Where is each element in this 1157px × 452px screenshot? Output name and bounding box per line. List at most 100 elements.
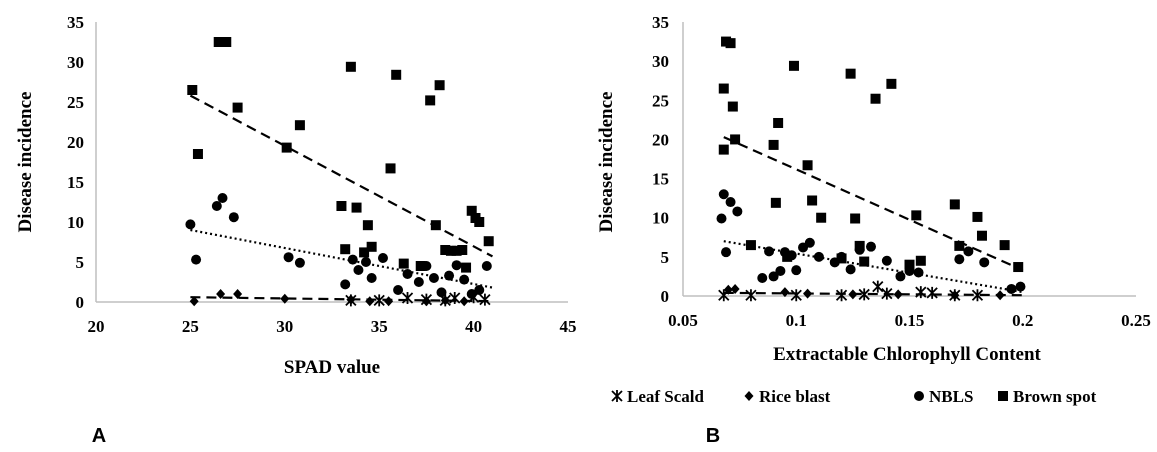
point-leaf-scald <box>858 288 870 301</box>
point-leaf-scald <box>926 286 938 299</box>
point-nbls <box>360 257 371 267</box>
point-leaf-scald <box>373 294 385 307</box>
point-nbls <box>804 237 815 248</box>
point-brown-spot <box>466 205 477 216</box>
point-nbls <box>721 247 732 258</box>
point-leaf-scald <box>420 293 433 306</box>
point-nbls <box>353 265 364 275</box>
point-rice-blast <box>730 283 740 294</box>
point-nbls <box>366 273 377 283</box>
point-brown-spot <box>474 217 485 227</box>
point-nbls <box>881 255 892 266</box>
point-leaf-scald <box>401 292 414 304</box>
point-brown-spot <box>281 142 292 153</box>
point-rice-blast <box>995 290 1005 301</box>
x-tick-labels: 20 25 30 35 40 45 <box>88 317 577 336</box>
point-brown-spot <box>187 85 198 95</box>
y-tick-label: 30 <box>652 52 669 71</box>
point-brown-spot <box>727 101 738 112</box>
point-leaf-scald <box>872 280 884 293</box>
point-nbls <box>764 246 775 257</box>
y-tick-label: 25 <box>67 93 84 112</box>
point-brown-spot <box>366 241 377 252</box>
legend-item-brown-spot: Brown spot <box>998 387 1097 406</box>
point-leaf-scald <box>745 289 757 302</box>
point-brown-spot <box>870 93 881 104</box>
y-tick-labels: 0 5 10 15 20 25 30 35 <box>652 13 669 306</box>
point-brown-spot <box>351 202 362 213</box>
point-rice-blast <box>189 296 199 307</box>
data-points <box>185 37 494 307</box>
point-brown-spot <box>745 240 756 251</box>
point-brown-spot <box>788 60 799 71</box>
point-rice-blast <box>780 287 790 298</box>
point-leaf-scald <box>915 286 927 299</box>
point-brown-spot <box>232 102 243 113</box>
legend-label-rice-blast: Rice blast <box>759 387 831 406</box>
y-tick-label: 20 <box>652 130 669 149</box>
legend-label-brown-spot: Brown spot <box>1013 387 1097 406</box>
point-nbls <box>191 254 202 265</box>
trendlines <box>189 94 493 303</box>
point-nbls <box>854 244 865 255</box>
point-leaf-scald <box>467 291 480 304</box>
y-tick-label: 15 <box>652 170 669 189</box>
point-rice-blast <box>365 296 375 307</box>
point-brown-spot <box>807 195 818 206</box>
point-brown-spot <box>385 163 396 174</box>
point-nbls <box>393 285 404 295</box>
point-brown-spot <box>430 220 441 231</box>
point-brown-spot <box>483 236 494 247</box>
point-nbls <box>768 271 779 282</box>
point-brown-spot <box>340 244 351 255</box>
point-nbls <box>895 271 906 282</box>
y-axis-label: Disease incidence <box>596 92 617 233</box>
point-nbls <box>732 206 743 217</box>
point-brown-spot <box>768 139 779 150</box>
point-brown-spot <box>730 134 741 145</box>
panel-label-b: B <box>706 425 720 447</box>
point-brown-spot <box>445 245 456 256</box>
legend-marker-circle <box>914 391 924 401</box>
point-brown-spot <box>718 83 729 94</box>
point-leaf-scald <box>971 289 984 302</box>
y-tick-label: 10 <box>67 213 84 232</box>
point-nbls <box>436 287 447 298</box>
point-nbls <box>845 264 856 275</box>
point-brown-spot <box>398 258 409 269</box>
x-tick-label: 25 <box>182 317 199 336</box>
point-rice-blast <box>459 296 469 307</box>
point-brown-spot <box>451 245 462 256</box>
point-brown-spot <box>440 245 451 255</box>
x-tick-label: 0.25 <box>1121 311 1151 330</box>
point-nbls <box>904 265 915 276</box>
point-brown-spot <box>425 95 436 106</box>
legend-marker-asterisk <box>611 390 623 402</box>
point-brown-spot <box>904 259 915 270</box>
x-tick-label: 0.05 <box>668 311 698 330</box>
y-tick-label: 30 <box>67 53 84 72</box>
point-brown-spot <box>911 210 922 221</box>
point-brown-spot <box>972 211 983 222</box>
point-brown-spot <box>294 120 305 131</box>
point-nbls <box>402 269 413 279</box>
legend-marker-diamond <box>744 391 754 401</box>
point-nbls <box>294 257 305 268</box>
point-nbls <box>963 246 974 257</box>
point-leaf-scald <box>345 294 357 307</box>
point-nbls <box>757 272 768 283</box>
point-nbls <box>791 265 802 276</box>
point-rice-blast <box>233 289 243 299</box>
point-brown-spot <box>345 61 356 72</box>
point-nbls <box>836 251 847 262</box>
y-tick-label: 35 <box>652 13 669 32</box>
legend-marker-square <box>998 391 1008 401</box>
point-brown-spot <box>886 78 897 89</box>
data-points <box>716 36 1026 302</box>
trendline-rice-blast <box>190 296 493 303</box>
trendline-brown-spot <box>723 136 1024 272</box>
y-tick-label: 0 <box>661 287 670 306</box>
trendline-brown-spot <box>189 94 493 258</box>
point-nbls <box>421 261 432 271</box>
